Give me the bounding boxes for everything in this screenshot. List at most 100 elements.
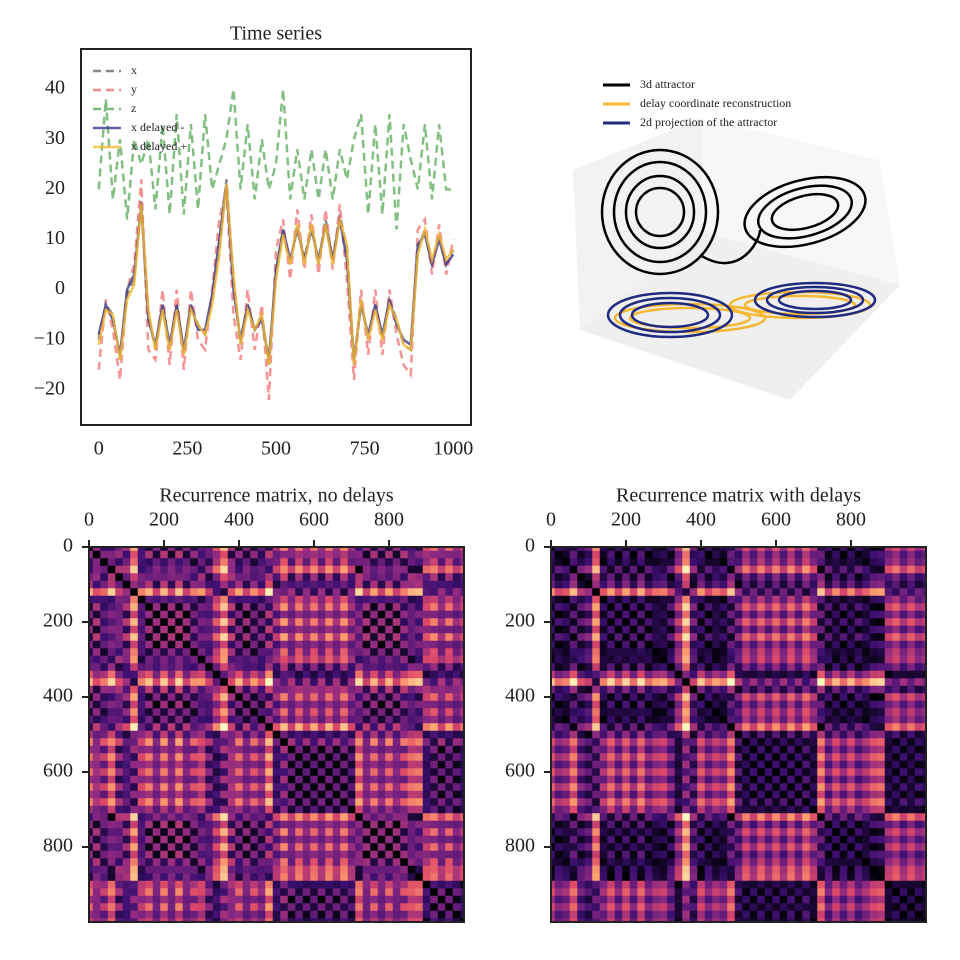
heatmap-cell — [242, 700, 251, 709]
heatmap-cell — [644, 798, 653, 807]
heatmap-cell — [779, 858, 788, 867]
heatmap-cell — [674, 648, 683, 657]
heatmap-cell — [599, 663, 608, 672]
heatmap-cell — [719, 558, 728, 567]
heatmap-cell — [89, 603, 94, 612]
heatmap-cell — [89, 745, 94, 754]
heatmap-cell — [227, 610, 236, 619]
heatmap-cell — [809, 738, 818, 747]
heatmap-cell — [452, 843, 461, 852]
heatmap-cell — [235, 547, 244, 552]
heatmap-cell — [452, 910, 461, 919]
heatmap-cell — [370, 783, 379, 792]
heatmap-cell — [325, 753, 334, 762]
heatmap-cell — [415, 865, 424, 874]
heatmap-cell — [809, 573, 818, 582]
heatmap-cell — [205, 835, 214, 844]
heatmap-cell — [674, 708, 683, 717]
heatmap-cell — [817, 693, 826, 702]
heatmap-cell — [689, 775, 698, 784]
heatmap-cell — [100, 633, 109, 642]
heatmap-cell — [160, 760, 169, 769]
heatmap-cell — [227, 850, 236, 859]
heatmap-cell — [554, 813, 563, 822]
heatmap-cell — [115, 678, 124, 687]
heatmap-cell — [355, 775, 364, 784]
heatmap-cell — [689, 715, 698, 724]
heatmap-cell — [584, 723, 593, 732]
heatmap-cell — [280, 547, 289, 552]
heatmap-cell — [551, 655, 556, 664]
heatmap-cell — [220, 843, 229, 852]
heatmap-cell — [122, 835, 131, 844]
heatmap-cell — [869, 655, 878, 664]
heatmap-cell — [847, 580, 856, 589]
heatmap-cell — [145, 745, 154, 754]
heatmap-cell — [899, 550, 908, 559]
heatmap-cell — [430, 573, 439, 582]
heatmap-cell — [764, 640, 773, 649]
heatmap-cell — [607, 547, 616, 552]
heatmap-cell — [100, 547, 109, 552]
x-tick-label: 1000 — [433, 438, 473, 460]
heatmap-cell — [190, 550, 199, 559]
heatmap-cell — [637, 685, 646, 694]
heatmap-cell — [622, 835, 631, 844]
heatmap-cell — [862, 730, 871, 739]
heatmap-cell — [212, 760, 221, 769]
heatmap-cell — [637, 873, 646, 882]
heatmap-cell — [302, 828, 311, 837]
heatmap-cell — [452, 558, 461, 567]
heatmap-cell — [787, 565, 796, 574]
heatmap-cell — [430, 828, 439, 837]
heatmap-cell — [824, 873, 833, 882]
heatmap-cell — [385, 768, 394, 777]
heatmap-cell — [145, 618, 154, 627]
heatmap-cell — [749, 678, 758, 687]
heatmap-cell — [884, 573, 893, 582]
heatmap-cell — [862, 558, 871, 567]
heatmap-cell — [907, 588, 916, 597]
heatmap-cell — [302, 550, 311, 559]
heatmap-cell — [907, 700, 916, 709]
heatmap-cell — [899, 670, 908, 679]
heatmap-cell — [697, 558, 706, 567]
heatmap-cell — [250, 820, 259, 829]
heatmap-cell — [415, 685, 424, 694]
heatmap-cell — [824, 663, 833, 672]
heatmap-cell — [802, 775, 811, 784]
heatmap-cell — [362, 565, 371, 574]
heatmap-cell — [757, 715, 766, 724]
heatmap-cell — [437, 918, 446, 922]
heatmap-cell — [779, 738, 788, 747]
heatmap-cell — [667, 565, 676, 574]
heatmap-cell — [727, 775, 736, 784]
heatmap-cell — [392, 805, 401, 814]
heatmap-cell — [682, 783, 691, 792]
heatmap-cell — [637, 858, 646, 867]
heatmap-cell — [877, 790, 886, 799]
heatmap-cell — [757, 588, 766, 597]
heatmap-cell — [287, 573, 296, 582]
heatmap-cell — [100, 655, 109, 664]
heatmap-cell — [235, 753, 244, 762]
heatmap-cell — [712, 700, 721, 709]
heatmap-cell — [667, 858, 676, 867]
heatmap-cell — [697, 648, 706, 657]
heatmap-cell — [355, 558, 364, 567]
y-tick-label: 800 — [43, 835, 73, 857]
heatmap-cell — [907, 610, 916, 619]
heatmap-cell — [332, 685, 341, 694]
heatmap-cell — [689, 768, 698, 777]
heatmap-cell — [832, 745, 841, 754]
heatmap-cell — [674, 633, 683, 642]
heatmap-cell — [100, 820, 109, 829]
heatmap-cell — [652, 610, 661, 619]
heatmap-cell — [569, 640, 578, 649]
heatmap-cell — [257, 655, 266, 664]
heatmap-cell — [317, 805, 326, 814]
heatmap-cell — [682, 573, 691, 582]
heatmap-cell — [392, 573, 401, 582]
heatmap-cell — [362, 843, 371, 852]
heatmap-cell — [734, 835, 743, 844]
